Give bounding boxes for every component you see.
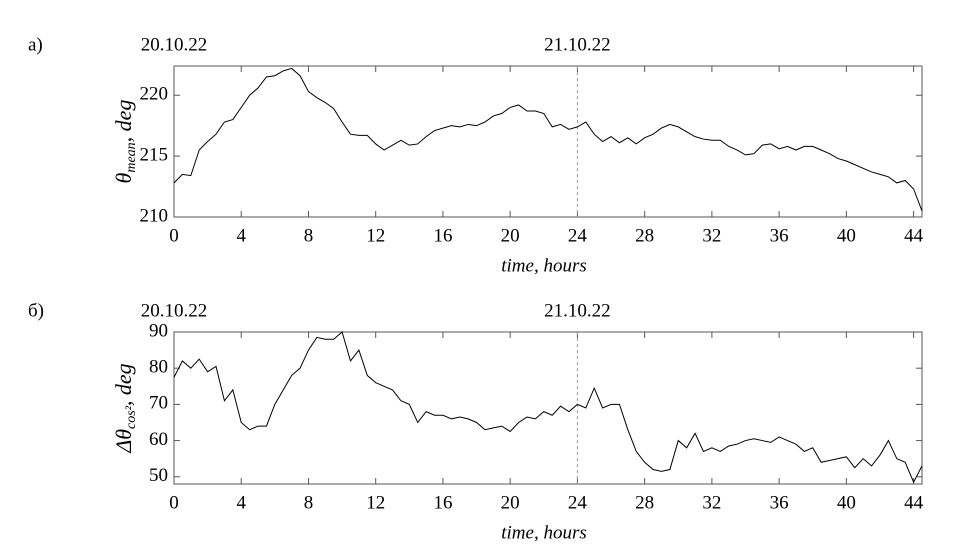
y-label-symbol: Δθ — [111, 429, 136, 454]
y-axis-label: Δθcos², deg — [111, 363, 139, 453]
x-tick-label: 24 — [568, 225, 588, 246]
x-axis-label: time, hours — [501, 255, 587, 276]
x-tick-label: 16 — [433, 492, 452, 513]
y-tick-label: 80 — [149, 357, 168, 378]
x-tick-label: 32 — [702, 225, 721, 246]
x-tick-label: 32 — [702, 492, 721, 513]
x-tick-label: 28 — [635, 225, 654, 246]
y-label-unit: , deg — [111, 363, 136, 406]
y-tick-label: 50 — [149, 465, 168, 486]
x-tick-label: 16 — [433, 225, 452, 246]
data-line — [173, 331, 923, 484]
y-label-symbol: θ — [111, 172, 136, 183]
x-tick-label: 0 — [169, 225, 179, 246]
y-tick-label: 90 — [149, 320, 168, 341]
date-label: 21.10.22 — [544, 34, 611, 55]
x-tick-label: 44 — [904, 492, 924, 513]
plot-frame — [173, 331, 923, 485]
y-axis-label: θmean, deg — [111, 100, 139, 184]
x-tick-label: 12 — [366, 225, 385, 246]
x-tick-label: 40 — [837, 492, 856, 513]
x-tick-label: 12 — [366, 492, 385, 513]
y-label-subscript: mean — [124, 142, 139, 172]
y-tick-label: 70 — [149, 393, 168, 414]
y-tick-label: 220 — [140, 84, 169, 105]
x-tick-label: 20 — [501, 225, 520, 246]
date-label: 20.10.22 — [141, 300, 208, 321]
y-tick-label: 215 — [140, 144, 169, 165]
panel-label: а) — [28, 34, 43, 55]
x-tick-label: 36 — [770, 225, 789, 246]
x-tick-label: 28 — [635, 492, 654, 513]
x-tick-label: 4 — [236, 492, 246, 513]
date-label: 20.10.22 — [141, 34, 208, 55]
x-axis-label: time, hours — [501, 522, 587, 543]
y-label-subscript: cos² — [124, 405, 139, 429]
x-tick-label: 20 — [501, 492, 520, 513]
x-tick-label: 8 — [304, 225, 314, 246]
x-tick-label: 0 — [169, 492, 179, 513]
panel-label: б) — [28, 300, 44, 321]
x-tick-label: 4 — [236, 225, 246, 246]
y-tick-label: 60 — [149, 429, 168, 450]
data-line — [173, 67, 923, 212]
x-tick-label: 40 — [837, 225, 856, 246]
plot-frame — [173, 65, 923, 218]
x-tick-label: 24 — [568, 492, 588, 513]
x-tick-label: 44 — [904, 225, 924, 246]
y-label-unit: , deg — [111, 100, 136, 143]
y-tick-label: 210 — [140, 205, 169, 226]
date-label: 21.10.22 — [544, 300, 611, 321]
x-tick-label: 8 — [304, 492, 314, 513]
x-tick-label: 36 — [770, 492, 789, 513]
